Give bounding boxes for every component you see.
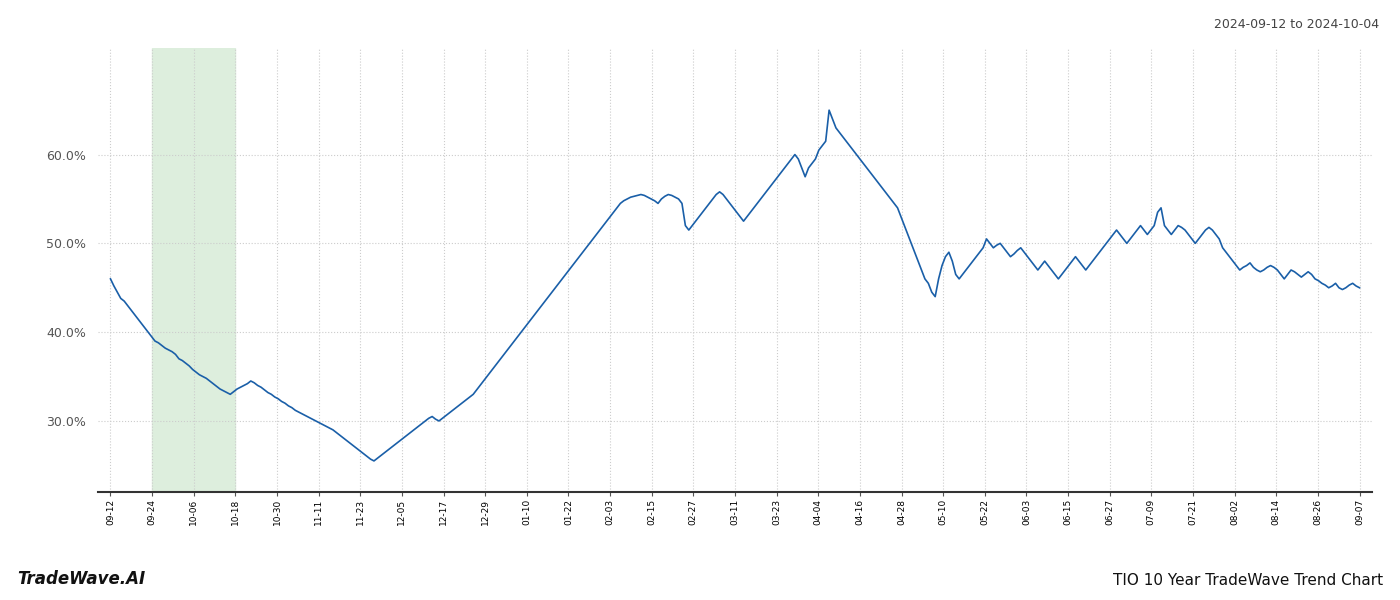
Text: 2024-09-12 to 2024-10-04: 2024-09-12 to 2024-10-04 — [1214, 18, 1379, 31]
Text: TIO 10 Year TradeWave Trend Chart: TIO 10 Year TradeWave Trend Chart — [1113, 573, 1383, 588]
Bar — [153, 48, 235, 492]
Text: TradeWave.AI: TradeWave.AI — [17, 570, 146, 588]
